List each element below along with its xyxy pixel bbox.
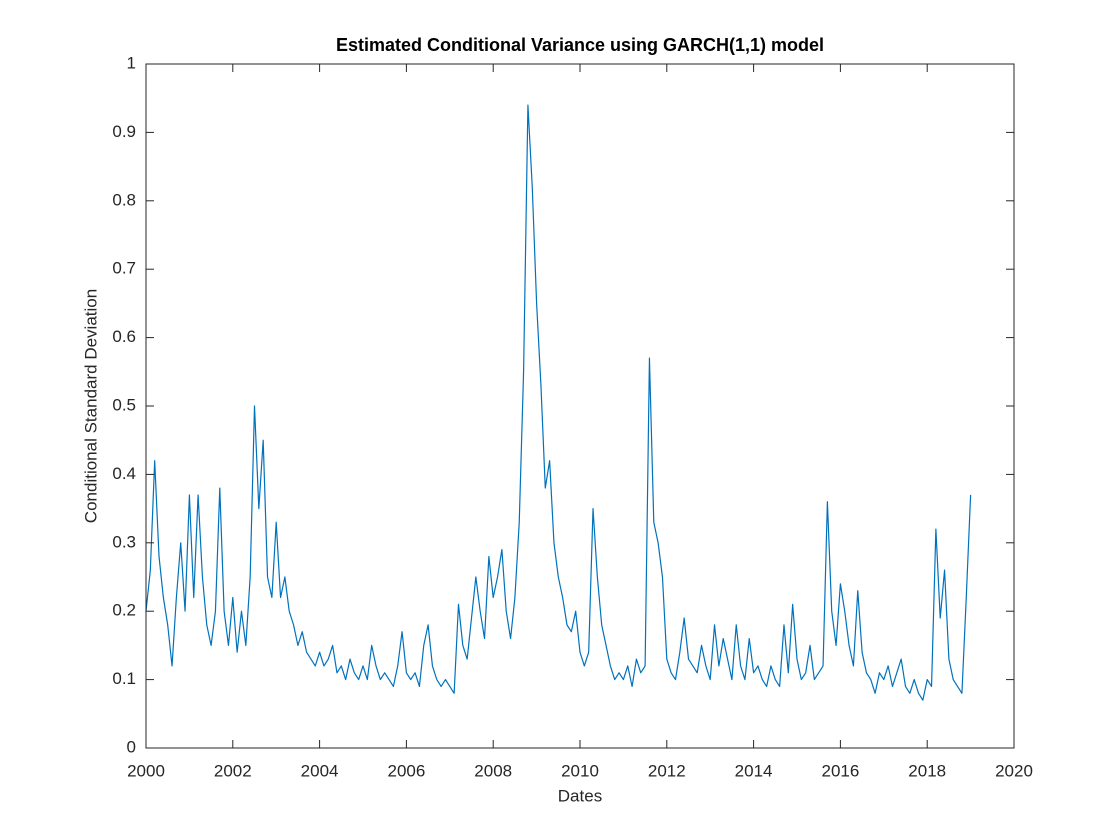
x-tick-label: 2014 [735, 761, 773, 780]
x-tick-label: 2004 [301, 761, 339, 780]
y-tick-label: 0.7 [112, 259, 136, 278]
x-tick-label: 2000 [127, 761, 165, 780]
y-axis-label: Conditional Standard Deviation [81, 289, 100, 523]
x-tick-label: 2002 [214, 761, 252, 780]
y-tick-label: 1 [127, 53, 136, 72]
y-tick-label: 0 [127, 737, 136, 756]
y-tick-label: 0.9 [112, 122, 136, 141]
y-tick-label: 0.6 [112, 327, 136, 346]
y-tick-label: 0.2 [112, 601, 136, 620]
data-line [145, 104, 972, 701]
x-axis-label: Dates [558, 786, 602, 805]
y-tick-label: 0.8 [112, 190, 136, 209]
y-tick-label: 0.5 [112, 395, 136, 414]
x-tick-label: 2012 [648, 761, 686, 780]
x-tick-label: 2006 [387, 761, 425, 780]
chart-title: Estimated Conditional Variance using GAR… [336, 35, 824, 55]
x-tick-label: 2016 [821, 761, 859, 780]
x-tick-label: 2010 [561, 761, 599, 780]
y-tick-label: 0.4 [112, 464, 136, 483]
x-tick-label: 2008 [474, 761, 512, 780]
x-tick-label: 2018 [908, 761, 946, 780]
y-tick-label: 0.3 [112, 532, 136, 551]
x-tick-label: 2020 [995, 761, 1033, 780]
y-tick-label: 0.1 [112, 669, 136, 688]
